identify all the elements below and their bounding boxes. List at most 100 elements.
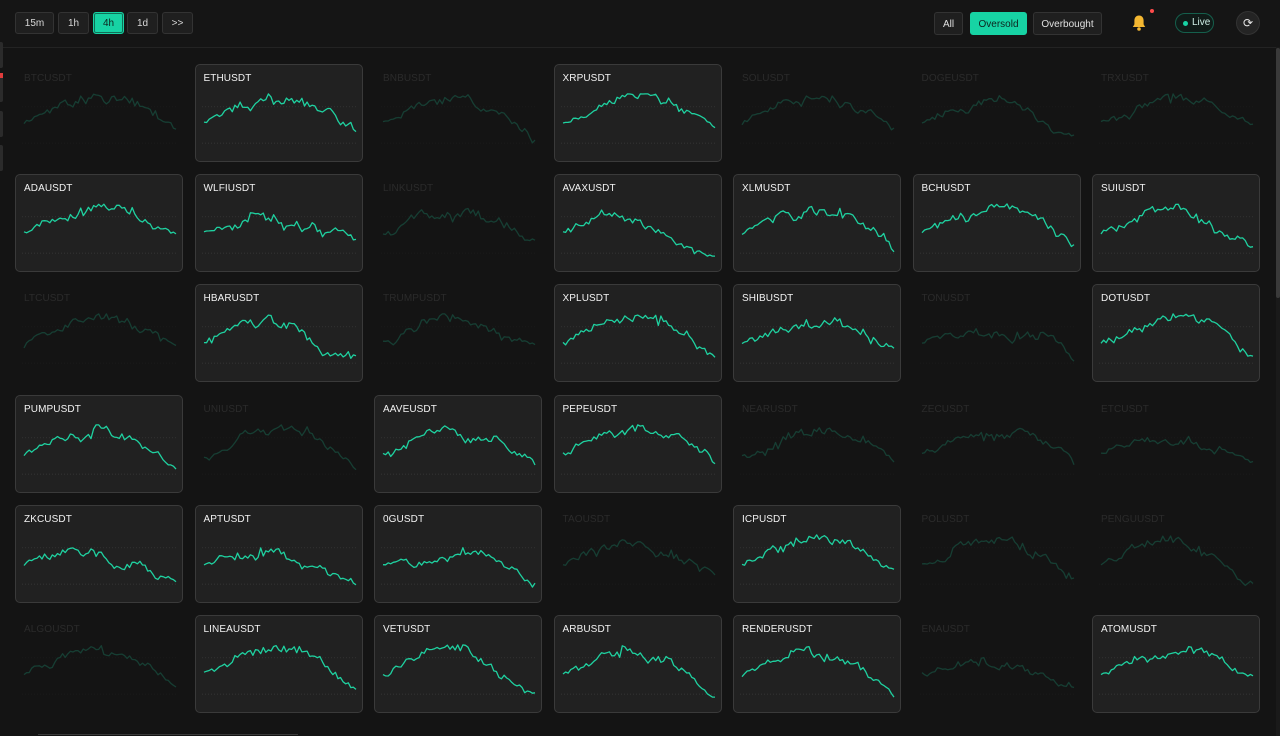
symbol-label: SUIUSDT	[1101, 183, 1146, 195]
sparkline-chart	[919, 326, 1076, 364]
symbol-card[interactable]: 0GUSDT	[374, 504, 542, 603]
sparkline-line	[741, 534, 895, 570]
sparkline-chart	[201, 644, 358, 695]
symbol-card[interactable]: TAOUSDT	[554, 505, 722, 603]
sparkline-chart	[740, 426, 896, 475]
sparkline-line	[1100, 535, 1254, 586]
symbol-card[interactable]: ENAUSDT	[913, 615, 1081, 713]
scrollbar-thumb[interactable]	[1276, 48, 1280, 298]
symbol-card[interactable]: XRPUSDT	[553, 64, 722, 162]
symbol-card[interactable]: ETCUSDT	[1092, 395, 1260, 493]
symbol-card[interactable]: ATOMUSDT	[1092, 615, 1260, 713]
symbol-card[interactable]: NEARUSDT	[733, 395, 901, 493]
symbol-card[interactable]: BTCUSDT	[15, 64, 183, 162]
sparkline-line	[382, 313, 536, 346]
sparkline-chart	[22, 313, 178, 364]
symbol-card[interactable]: BNBUSDT	[374, 64, 542, 162]
symbol-label: WLFIUSDT	[203, 183, 256, 195]
sparkline-line	[1100, 435, 1254, 463]
top-toolbar: 15m 1h 4h 1d >> All Oversold Overbought …	[0, 0, 1280, 48]
horizontal-scrollbar[interactable]	[38, 734, 298, 735]
symbol-card[interactable]: TONUSDT	[913, 284, 1081, 382]
sparkline-chart	[201, 212, 358, 254]
sidebar-tab[interactable]	[0, 145, 3, 171]
symbol-card[interactable]: XLMUSDT	[733, 174, 901, 273]
symbol-label: SHIBUSDT	[742, 293, 794, 305]
symbol-card[interactable]: APTUSDT	[194, 504, 363, 603]
sparkline-line	[562, 93, 715, 129]
scrollbar-track[interactable]	[1276, 47, 1280, 736]
symbol-card[interactable]: UNIUSDT	[195, 395, 363, 493]
symbol-card[interactable]: ZKCUSDT	[15, 504, 183, 603]
symbol-card[interactable]: SHIBUSDT	[733, 284, 901, 383]
symbol-label: ALGOUSDT	[24, 624, 80, 635]
sparkline-chart	[201, 314, 358, 364]
sparkline-line	[23, 423, 177, 470]
sparkline-line	[562, 423, 715, 464]
symbol-card[interactable]: TRXUSDT	[1092, 64, 1260, 162]
symbol-card[interactable]: BCHUSDT	[912, 174, 1081, 273]
symbol-label: PUMPUSDT	[24, 403, 81, 415]
symbol-card[interactable]: RENDERUSDT	[733, 615, 901, 713]
sparkline-line	[921, 536, 1074, 580]
notification-dot	[1150, 9, 1154, 13]
sparkline-line	[203, 644, 356, 690]
symbol-card[interactable]: HBARUSDT	[194, 284, 363, 383]
symbol-label: ICPUSDT	[742, 513, 787, 525]
timeframe-15m-button[interactable]: 15m	[15, 12, 54, 34]
symbol-card[interactable]: LTCUSDT	[15, 284, 183, 382]
sparkline-chart	[22, 423, 178, 475]
symbol-card[interactable]: XPLUSDT	[553, 284, 722, 383]
symbol-card[interactable]: PUMPUSDT	[15, 394, 183, 493]
symbol-label: LTCUSDT	[24, 293, 71, 305]
symbol-card[interactable]: VETUSDT	[374, 615, 542, 713]
sparkline-line	[203, 93, 356, 133]
symbol-card[interactable]: ZECUSDT	[913, 395, 1081, 493]
sparkline-chart	[381, 313, 537, 364]
symbol-label: XLMUSDT	[742, 183, 791, 195]
sparkline-chart	[919, 656, 1076, 695]
sidebar-tab[interactable]	[0, 76, 3, 102]
symbol-label: ADAUSDT	[24, 183, 73, 195]
symbol-card[interactable]: SUIUSDT	[1092, 174, 1260, 273]
symbol-card[interactable]: ARBUSDT	[553, 615, 722, 713]
sparkline-chart	[560, 538, 717, 585]
symbol-label: BCHUSDT	[921, 183, 971, 195]
symbol-card[interactable]: POLUSDT	[913, 505, 1081, 603]
sparkline-chart	[919, 95, 1076, 144]
symbol-card[interactable]: LINKUSDT	[374, 174, 542, 272]
symbol-card[interactable]: AVAXUSDT	[553, 174, 722, 273]
bell-icon[interactable]	[1131, 14, 1147, 32]
symbol-label: RENDERUSDT	[742, 624, 813, 635]
symbol-card[interactable]: PENGUUSDT	[1092, 505, 1260, 603]
sparkline-line	[1100, 313, 1254, 358]
timeframe-4h-button[interactable]: 4h	[93, 12, 124, 34]
symbol-label: ETHUSDT	[203, 73, 252, 84]
symbol-card[interactable]: AAVEUSDT	[374, 394, 542, 493]
symbol-card[interactable]: ALGOUSDT	[15, 615, 183, 713]
timeframe-more-button[interactable]: >>	[162, 12, 193, 34]
symbol-card[interactable]: LINEAUSDT	[194, 615, 363, 713]
symbol-card[interactable]: TRUMPUSDT	[374, 284, 542, 382]
timeframe-1d-button[interactable]: 1d	[127, 12, 158, 34]
symbol-card[interactable]: DOTUSDT	[1092, 284, 1260, 383]
symbol-card[interactable]: WLFIUSDT	[194, 174, 363, 273]
symbol-card[interactable]: ICPUSDT	[733, 504, 901, 603]
symbol-card[interactable]: DOGEUSDT	[913, 64, 1081, 162]
sidebar-tab[interactable]	[0, 111, 3, 137]
symbol-label: PENGUUSDT	[1101, 513, 1165, 525]
filter-all-button[interactable]: All	[934, 12, 963, 35]
filter-overbought-button[interactable]: Overbought	[1033, 12, 1102, 35]
symbol-label: VETUSDT	[383, 624, 431, 635]
symbol-card[interactable]: PEPEUSDT	[553, 394, 722, 493]
symbol-card[interactable]: ETHUSDT	[194, 64, 363, 162]
sparkline-line	[921, 328, 1074, 363]
symbol-card[interactable]: SOLUSDT	[733, 64, 901, 162]
live-indicator[interactable]: Live	[1175, 13, 1214, 33]
sparkline-chart	[560, 645, 717, 698]
symbol-card[interactable]: ADAUSDT	[15, 174, 183, 273]
filter-oversold-button[interactable]: Oversold	[970, 12, 1027, 35]
sidebar-tab[interactable]	[0, 42, 3, 68]
refresh-icon[interactable]: ⟳	[1236, 11, 1260, 35]
timeframe-1h-button[interactable]: 1h	[58, 12, 89, 34]
